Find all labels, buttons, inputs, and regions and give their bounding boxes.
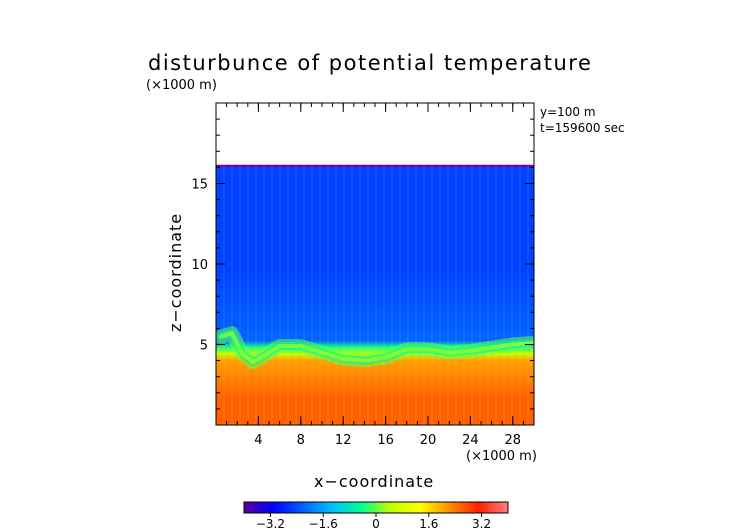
x-tick-label: 12 bbox=[335, 433, 352, 448]
colorbar-ticks: −3.2 −1.6 0 1.6 3.2 bbox=[256, 513, 491, 531]
colorbar-tick-label: −3.2 bbox=[256, 517, 285, 531]
field-gridlines bbox=[223, 165, 529, 425]
scale-note: (×1000 m) bbox=[146, 78, 217, 93]
colorbar-scale bbox=[243, 501, 509, 514]
interface-band-2 bbox=[219, 331, 534, 365]
plot-area bbox=[216, 164, 534, 425]
colorbar: −3.2 −1.6 0 1.6 3.2 bbox=[243, 501, 509, 531]
colorbar-tick-label: 1.6 bbox=[419, 517, 438, 531]
x-unit-note: (×1000 m) bbox=[466, 449, 537, 464]
x-tick-label: 20 bbox=[420, 433, 437, 448]
info-time: t=159600 sec bbox=[540, 121, 625, 135]
x-tick-label: 8 bbox=[297, 433, 305, 448]
colorbar-tick-label: 0 bbox=[372, 517, 380, 531]
y-tick-label: 5 bbox=[200, 339, 208, 354]
y-tick-label: 10 bbox=[191, 258, 208, 273]
x-axis-ticks: 4 8 12 16 20 24 28 bbox=[226, 103, 524, 448]
y-tick-label: 15 bbox=[191, 178, 208, 193]
x-tick-label: 16 bbox=[377, 433, 394, 448]
info-y-level: y=100 m bbox=[540, 105, 596, 119]
colorbar-tick-label: 3.2 bbox=[472, 517, 491, 531]
x-tick-label: 28 bbox=[505, 433, 522, 448]
temperature-field bbox=[216, 165, 534, 425]
x-tick-label: 24 bbox=[462, 433, 479, 448]
x-tick-label: 4 bbox=[254, 433, 262, 448]
x-axis-label: x−coordinate bbox=[314, 472, 434, 491]
y-axis-ticks: 5 10 15 bbox=[191, 118, 534, 410]
y-axis-label: z−coordinate bbox=[166, 213, 185, 332]
colorbar-tick-label: −1.6 bbox=[309, 517, 338, 531]
chart-title: disturbunce of potential temperature bbox=[148, 51, 592, 75]
info-text: y=100 m t=159600 sec bbox=[540, 105, 625, 135]
